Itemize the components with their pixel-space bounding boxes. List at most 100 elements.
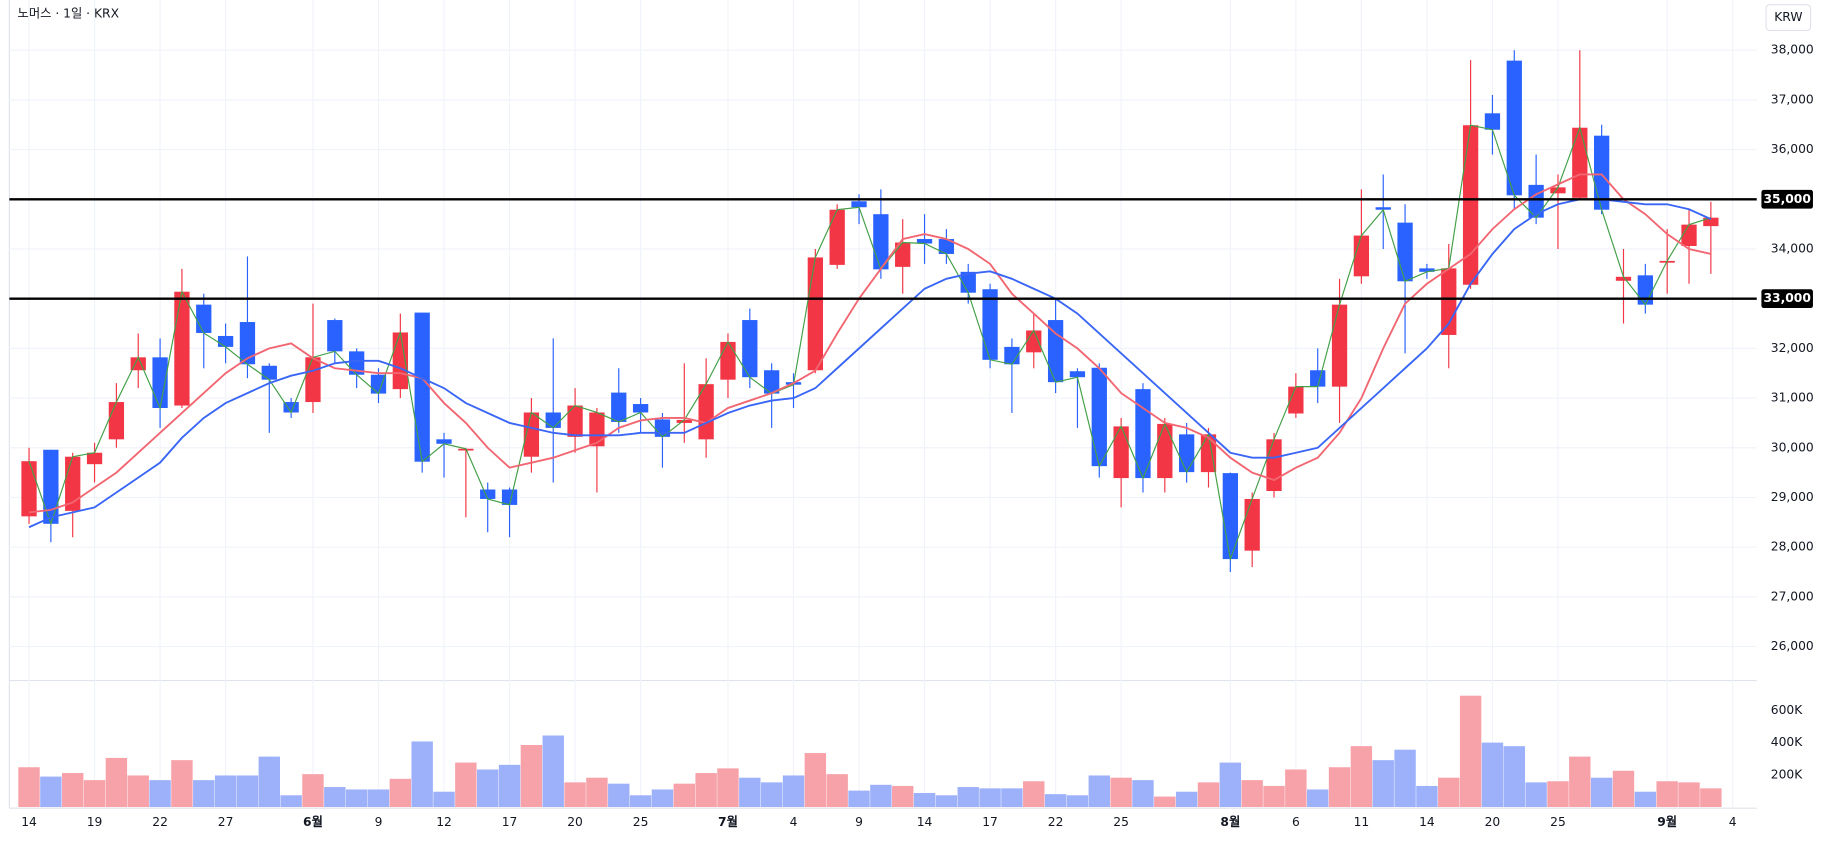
- volume-bar: [1066, 795, 1089, 808]
- y-tick-label: 34,000: [1771, 241, 1814, 255]
- volume-bar: [18, 767, 40, 808]
- volume-bar: [1044, 794, 1067, 808]
- volume-bar: [957, 787, 979, 808]
- x-tick-label: 14: [917, 815, 933, 829]
- candle-body: [1637, 275, 1653, 305]
- close-line: [28, 124, 1712, 562]
- candle-body: [632, 404, 649, 413]
- volume-bar: [695, 773, 717, 808]
- level-label: 35,000: [1763, 192, 1810, 206]
- volume-bar: [105, 757, 128, 808]
- volume-bar: [1678, 782, 1700, 808]
- volume-bar: [498, 764, 521, 808]
- x-tick-label: 22: [1048, 815, 1064, 829]
- volume-bar: [258, 756, 280, 808]
- candle-body: [480, 489, 496, 499]
- volume-bar: [826, 774, 848, 808]
- currency-label[interactable]: KRW: [1774, 10, 1802, 24]
- candle-body: [895, 242, 911, 267]
- x-tick-label: 9: [375, 815, 383, 829]
- candle-body: [217, 335, 234, 347]
- candle-body: [1441, 268, 1457, 335]
- candle-body: [720, 341, 736, 380]
- volume-tick-label: 400K: [1771, 735, 1803, 749]
- volume-bar: [214, 775, 237, 808]
- volume-bar: [870, 784, 892, 808]
- candle-body: [589, 412, 605, 447]
- volume-bar: [782, 775, 805, 808]
- volume-bar: [40, 776, 62, 808]
- x-tick-label: 25: [633, 815, 649, 829]
- volume-bar: [411, 741, 433, 808]
- candle-body: [676, 419, 692, 423]
- x-tick-label: 17: [982, 815, 998, 829]
- candle-body: [611, 392, 627, 422]
- volume-bar: [1372, 760, 1394, 808]
- volume-bar: [324, 787, 346, 808]
- volume-bar: [1590, 777, 1613, 808]
- candle-body: [1266, 439, 1282, 492]
- volume-bar: [1263, 785, 1285, 808]
- candle-body: [327, 320, 343, 352]
- x-tick-label: 4: [1729, 815, 1737, 829]
- volume-bar: [1023, 781, 1045, 808]
- volume-bar: [935, 795, 958, 808]
- candle-body: [851, 201, 867, 208]
- moving-average-line: [28, 198, 1712, 529]
- candle-body: [545, 412, 561, 428]
- volume-bar: [1612, 770, 1635, 808]
- x-tick-label: 27: [218, 815, 234, 829]
- volume-bar: [193, 780, 215, 808]
- candle-body: [86, 452, 103, 465]
- x-tick-label: 9월: [1657, 814, 1677, 829]
- volume-bar: [1154, 796, 1176, 808]
- candle-body: [1026, 330, 1042, 353]
- candle-body: [1244, 498, 1260, 551]
- candle-body: [43, 449, 59, 524]
- volume-bar: [149, 780, 171, 808]
- x-tick-label: 7월: [718, 814, 738, 829]
- candle-body: [1462, 125, 1479, 285]
- volume-bar: [1547, 781, 1569, 808]
- volume-bar: [1569, 756, 1591, 808]
- level-badge: [1761, 289, 1813, 309]
- candle-body: [807, 257, 823, 371]
- candle-body: [1091, 367, 1107, 467]
- volume-bar: [1525, 782, 1547, 808]
- volume-bar: [892, 785, 914, 808]
- currency-button[interactable]: [1765, 4, 1812, 32]
- candle-body: [21, 461, 37, 517]
- candle-body: [414, 312, 430, 462]
- chart-title: 노머스 · 1일 · KRX: [18, 7, 120, 21]
- volume-tick-label: 600K: [1771, 703, 1803, 717]
- volume-bar: [629, 795, 652, 808]
- volume-bar: [477, 769, 499, 808]
- volume-bar: [1197, 782, 1220, 808]
- candle-body: [436, 439, 452, 444]
- volume-bar: [1307, 789, 1329, 808]
- candle-body: [239, 322, 256, 365]
- candle-body: [916, 239, 933, 244]
- candle-body: [1200, 434, 1217, 473]
- candle-body: [370, 374, 387, 394]
- candle-body: [567, 405, 583, 437]
- volume-bar: [1175, 791, 1198, 808]
- volume-bar: [542, 735, 564, 808]
- x-tick-label: 25: [1113, 815, 1129, 829]
- candle-body: [1004, 346, 1020, 365]
- volume-bar: [302, 774, 324, 808]
- candle-body: [654, 419, 671, 437]
- volume-bar: [651, 789, 674, 808]
- volume-bar: [171, 760, 193, 808]
- x-tick-label: 4: [790, 815, 798, 829]
- candle-body: [1484, 113, 1501, 130]
- candle-body: [108, 402, 125, 440]
- volume-bar: [236, 775, 259, 808]
- y-tick-label: 37,000: [1771, 92, 1814, 106]
- candle-body: [1288, 386, 1304, 414]
- volume-bar: [1459, 695, 1482, 808]
- x-tick-label: 20: [1485, 815, 1501, 829]
- volume-bar: [345, 789, 368, 808]
